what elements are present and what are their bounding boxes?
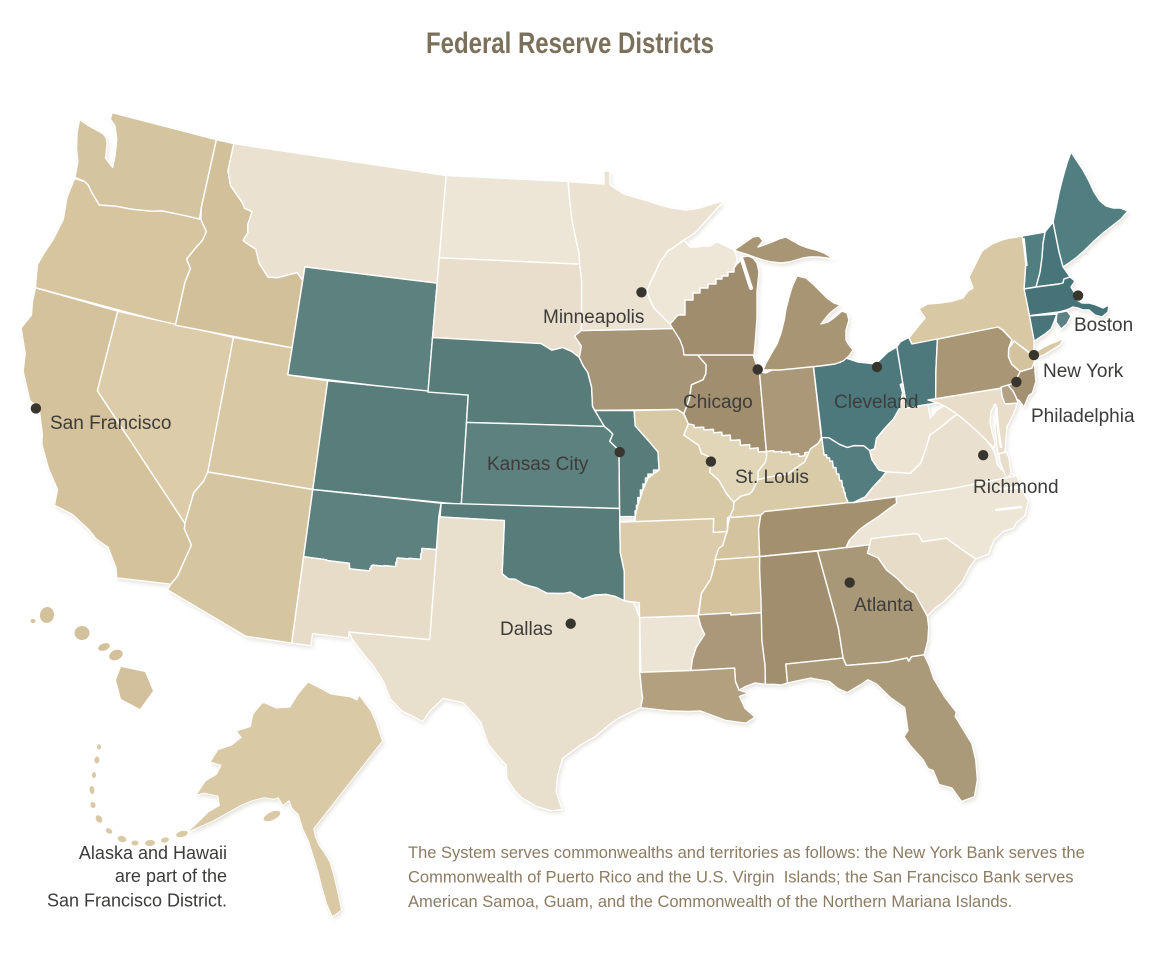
svg-text:American Samoa, Guam, and the: American Samoa, Guam, and the Commonweal… (408, 893, 1012, 911)
svg-text:Richmond: Richmond (973, 477, 1059, 498)
svg-text:San Francisco: San Francisco (50, 413, 171, 434)
svg-text:New York: New York (1043, 361, 1124, 382)
svg-text:Alaska and Hawaii: Alaska and Hawaii (79, 843, 227, 863)
svg-text:The System serves commonwealth: The System serves commonwealths and terr… (408, 844, 1085, 862)
svg-text:Minneapolis: Minneapolis (543, 307, 644, 328)
svg-text:Kansas City: Kansas City (487, 454, 589, 475)
svg-text:St. Louis: St. Louis (735, 467, 809, 488)
svg-text:Federal Reserve Districts: Federal Reserve Districts (426, 25, 714, 59)
svg-text:San Francisco District.: San Francisco District. (47, 891, 227, 911)
svg-text:Cleveland: Cleveland (834, 392, 919, 413)
svg-text:Atlanta: Atlanta (854, 595, 914, 616)
svg-text:Chicago: Chicago (683, 392, 753, 413)
svg-text:are part of the: are part of the (115, 866, 227, 886)
svg-text:Commonwealth of Puerto Rico an: Commonwealth of Puerto Rico and the U.S.… (408, 869, 1074, 887)
svg-text:Boston: Boston (1074, 315, 1133, 336)
svg-text:Philadelphia: Philadelphia (1031, 406, 1135, 427)
svg-text:Dallas: Dallas (500, 619, 553, 640)
